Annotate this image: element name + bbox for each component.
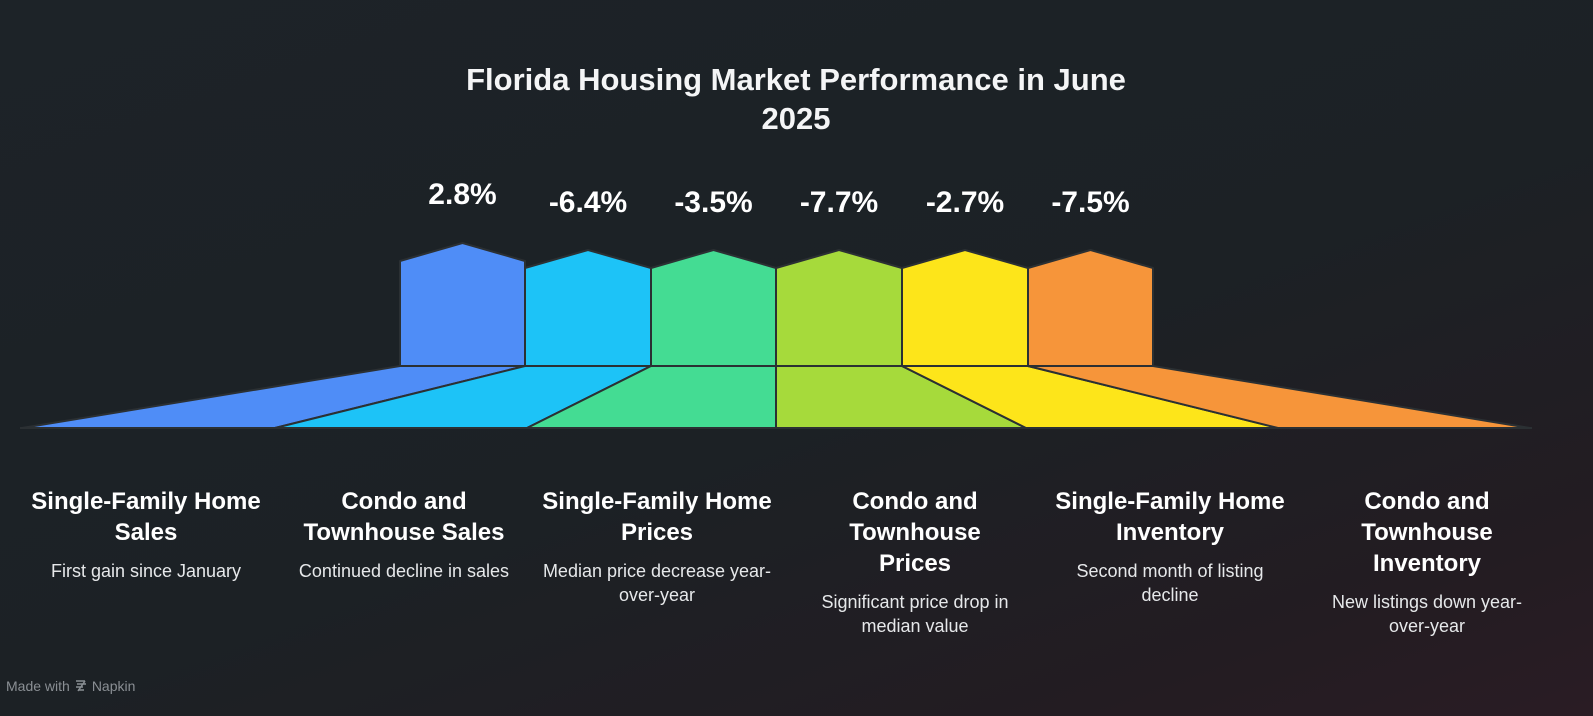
segment-description: Second month of listing decline <box>1076 561 1264 605</box>
value-label-4: -7.7% <box>800 186 878 219</box>
title-line-1: Florida Housing Market Performance in Ju… <box>466 62 1126 97</box>
segment-heading: Condo and Townhouse Inventory <box>1361 488 1493 577</box>
house-segment-4 <box>775 249 903 367</box>
segment-description: First gain since January <box>50 561 242 581</box>
segment-column-4: Condo and Townhouse Prices Significant p… <box>795 486 1035 638</box>
house-segment-3 <box>650 249 777 367</box>
segment-heading: Condo and Townhouse Prices <box>849 488 981 577</box>
segment-heading: Single-Family Home Prices <box>542 488 772 546</box>
house-segment-6 <box>1027 249 1154 367</box>
house-segment-2 <box>524 249 652 367</box>
segment-description: Significant price drop in median value <box>821 592 1009 636</box>
value-label-6: -7.5% <box>1051 186 1129 219</box>
segment-column-2: Condo and Townhouse Sales Continued decl… <box>289 486 519 583</box>
napkin-logo-icon <box>75 680 86 692</box>
segment-description: Continued decline in sales <box>298 561 510 581</box>
house-segment-5 <box>901 249 1029 367</box>
segment-column-5: Single-Family Home Inventory Second mont… <box>1055 486 1285 607</box>
value-label-2: -6.4% <box>549 186 627 219</box>
house-segment-1 <box>399 242 526 367</box>
page-title: Florida Housing Market Performance in Ju… <box>396 60 1196 138</box>
value-label-3: -3.5% <box>674 186 752 219</box>
segment-heading: Condo and Townhouse Sales <box>303 488 505 546</box>
value-label-1: 2.8% <box>428 178 496 211</box>
credit-text: Made with <box>6 678 70 694</box>
segment-heading: Single-Family Home Sales <box>31 488 261 546</box>
segment-heading: Single-Family Home Inventory <box>1055 488 1285 546</box>
segment-column-3: Single-Family Home Prices Median price d… <box>542 486 772 607</box>
title-line-2: 2025 <box>761 101 831 136</box>
segment-column-1: Single-Family Home Sales First gain sinc… <box>31 486 261 583</box>
segment-description: New listings down year-over-year <box>1331 592 1523 636</box>
segment-description: Median price decrease year-over-year <box>542 561 772 605</box>
value-label-5: -2.7% <box>926 186 1004 219</box>
made-with-credit: Made with Napkin <box>6 678 135 694</box>
credit-brand: Napkin <box>91 678 136 694</box>
segment-column-6: Condo and Townhouse Inventory New listin… <box>1307 486 1547 638</box>
